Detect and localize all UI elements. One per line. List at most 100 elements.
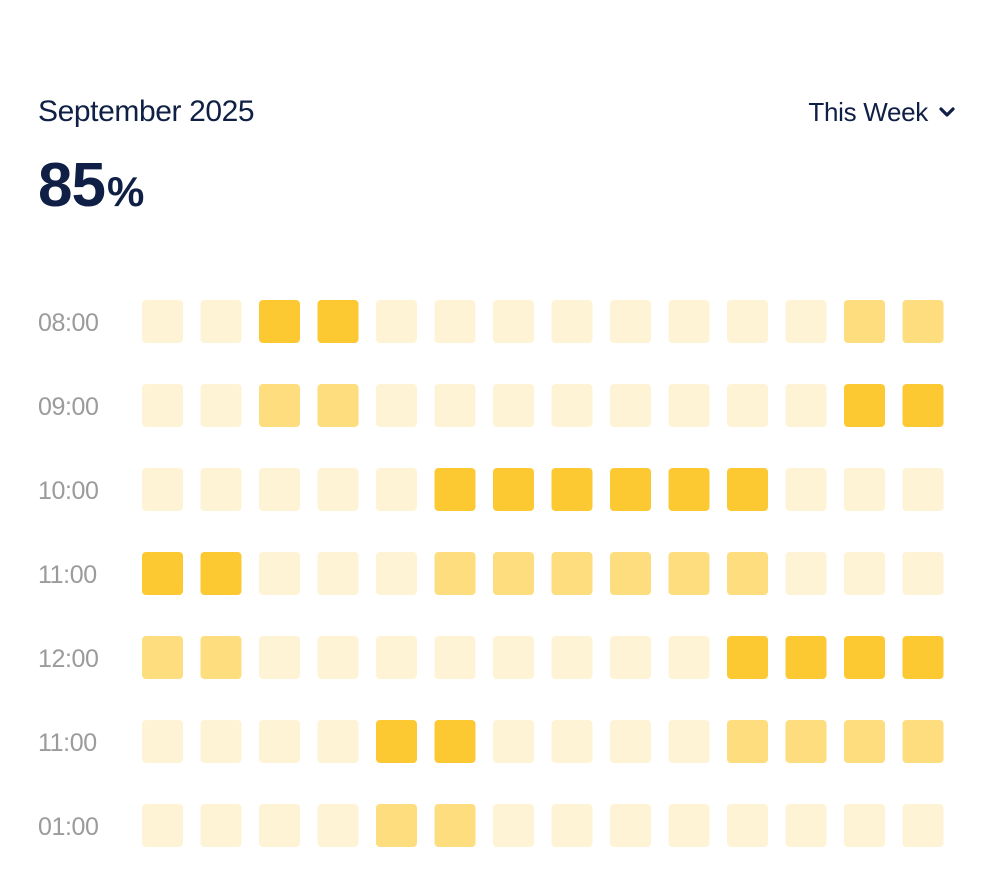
heatmap-cell (493, 468, 534, 511)
heatmap-cell (785, 300, 827, 343)
heatmap-cell (259, 384, 300, 427)
heatmap-cell (902, 300, 944, 343)
heatmap-cell (493, 804, 534, 847)
heatmap-cell (317, 804, 359, 847)
heatmap-cell (727, 804, 768, 847)
heatmap-cell (610, 720, 651, 763)
heatmap-cell (785, 468, 827, 511)
y-axis-tick-label: 11:00 (38, 561, 97, 589)
heatmap-cell (317, 720, 359, 763)
heatmap-cell (727, 552, 768, 595)
heatmap-cell (142, 636, 183, 679)
heatmap-cell (200, 300, 242, 343)
heatmap-cell (610, 384, 651, 427)
heatmap-cell (200, 636, 242, 679)
heatmap-cell (902, 468, 944, 511)
heatmap-cell (142, 384, 183, 427)
heatmap-cell (317, 300, 359, 343)
heatmap-cell (551, 468, 593, 511)
heatmap-cell (200, 468, 242, 511)
heatmap-cell (434, 804, 476, 847)
heatmap-cell (259, 552, 300, 595)
y-axis-tick-label: 11:00 (38, 729, 97, 757)
heatmap-cell (551, 804, 593, 847)
heatmap-cell (902, 636, 944, 679)
period-dropdown-label: This Week (808, 96, 928, 127)
heatmap-cell (668, 804, 710, 847)
heatmap-cell (142, 804, 183, 847)
heatmap-cell (376, 552, 417, 595)
y-axis-tick-label: 01:00 (38, 813, 99, 841)
y-axis-tick-label: 10:00 (38, 477, 99, 505)
heatmap-cell (844, 720, 885, 763)
heatmap-cell (610, 300, 651, 343)
heatmap-cell (493, 552, 534, 595)
heatmap-cell (610, 552, 651, 595)
heatmap-cell (434, 468, 476, 511)
period-dropdown[interactable]: This Week (808, 94, 957, 130)
heatmap-cell (493, 300, 534, 343)
heatmap-cell (434, 720, 476, 763)
heatmap-cell (317, 384, 359, 427)
heatmap-cell (551, 636, 593, 679)
heatmap-cell (376, 468, 417, 511)
heatmap-cell (551, 384, 593, 427)
heatmap-cell (259, 300, 300, 343)
heatmap-cell (902, 804, 944, 847)
heatmap-cell (844, 804, 885, 847)
heatmap-cell (668, 384, 710, 427)
heatmap-cell (844, 384, 885, 427)
heatmap-cell (434, 636, 476, 679)
heatmap-cell (434, 384, 476, 427)
heatmap-cell (902, 552, 944, 595)
heatmap-cell (668, 552, 710, 595)
heatmap-cell (668, 720, 710, 763)
heatmap-cell (142, 720, 183, 763)
heatmap-cell (200, 384, 242, 427)
heatmap-cell (434, 552, 476, 595)
heatmap-cell (317, 552, 359, 595)
heatmap-cell (200, 552, 242, 595)
heatmap-cell (376, 636, 417, 679)
heatmap-cell (785, 804, 827, 847)
heatmap-cell (551, 552, 593, 595)
heatmap-cell (785, 720, 827, 763)
heatmap-cell (376, 804, 417, 847)
heatmap-cell (727, 636, 768, 679)
summary-metric: 85 % (38, 148, 144, 230)
heatmap-cell (610, 636, 651, 679)
heatmap-cell (902, 720, 944, 763)
heatmap-cell (844, 300, 885, 343)
heatmap-cell (200, 720, 242, 763)
heatmap-cell (668, 300, 710, 343)
heatmap-cell (259, 468, 300, 511)
heatmap-cell (844, 468, 885, 511)
y-axis-tick-label: 09:00 (38, 393, 99, 421)
heatmap-cell (259, 804, 300, 847)
heatmap-cell (493, 636, 534, 679)
heatmap-cell (317, 468, 359, 511)
summary-value: 85 (38, 151, 106, 220)
heatmap-cell (902, 384, 944, 427)
heatmap-cell (551, 720, 593, 763)
heatmap-cell (785, 384, 827, 427)
heatmap-cell (727, 720, 768, 763)
chevron-down-icon (937, 102, 957, 122)
heatmap-cell (376, 384, 417, 427)
heatmap-cell (610, 804, 651, 847)
heatmap-cell (844, 552, 885, 595)
heatmap-cell (376, 300, 417, 343)
heatmap-cell (844, 636, 885, 679)
heatmap-cell (668, 636, 710, 679)
summary-unit: % (106, 168, 145, 215)
heatmap-cell (142, 468, 183, 511)
heatmap-cell (142, 552, 183, 595)
heatmap-cell (317, 636, 359, 679)
heatmap-cell (551, 300, 593, 343)
heatmap-cell (376, 720, 417, 763)
heatmap-cell (727, 468, 768, 511)
heatmap-cell (200, 804, 242, 847)
heatmap-cell (142, 300, 183, 343)
heatmap-cell (785, 636, 827, 679)
